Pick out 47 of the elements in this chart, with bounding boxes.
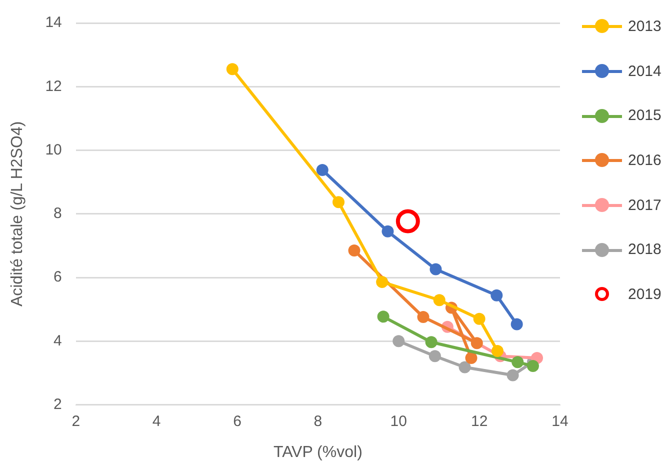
point — [490, 289, 503, 302]
legend-label: 2019 — [628, 286, 662, 303]
point — [377, 310, 390, 323]
x-tick-label: 10 — [390, 412, 407, 430]
point — [470, 337, 483, 350]
point — [316, 164, 328, 176]
point — [433, 294, 446, 306]
x-tick-label: 2 — [72, 412, 80, 430]
point — [428, 350, 441, 362]
legend-label: 2015 — [628, 107, 662, 124]
point — [473, 312, 486, 325]
point — [226, 63, 238, 76]
point — [382, 225, 394, 238]
x-tick-label: 6 — [233, 412, 242, 430]
point — [332, 196, 345, 208]
y-tick-label: 8 — [54, 205, 62, 222]
point — [506, 369, 519, 382]
y-tick-label: 4 — [54, 332, 62, 350]
point — [425, 336, 438, 348]
legend-label: 2018 — [628, 241, 662, 258]
y-tick-label: 12 — [45, 78, 62, 95]
legend-label: 2014 — [628, 62, 662, 80]
point — [417, 310, 430, 323]
x-tick-label: 4 — [152, 412, 161, 430]
point — [458, 361, 471, 374]
y-tick-label: 14 — [45, 14, 62, 32]
point — [396, 209, 420, 234]
legend-label: 2013 — [628, 18, 662, 35]
point — [526, 360, 539, 372]
x-tick-label: 8 — [314, 412, 322, 430]
point — [512, 356, 524, 368]
legend-label: 2017 — [628, 196, 662, 214]
point — [430, 263, 442, 276]
point — [510, 318, 523, 330]
point — [392, 335, 405, 348]
point — [348, 244, 360, 256]
point — [465, 352, 478, 364]
y-axis-title: Acidité totale (g/L H2SO4) — [9, 121, 26, 307]
point — [491, 345, 504, 358]
x-tick-label: 12 — [470, 412, 488, 430]
y-tick-label: 6 — [54, 268, 62, 286]
x-tick-label: 14 — [552, 412, 568, 430]
point — [376, 276, 388, 288]
x-axis-title: TAVP (%vol) — [273, 444, 362, 461]
legend-label: 2016 — [628, 152, 662, 169]
y-tick-label: 2 — [54, 396, 62, 413]
y-tick-label: 10 — [45, 141, 62, 158]
